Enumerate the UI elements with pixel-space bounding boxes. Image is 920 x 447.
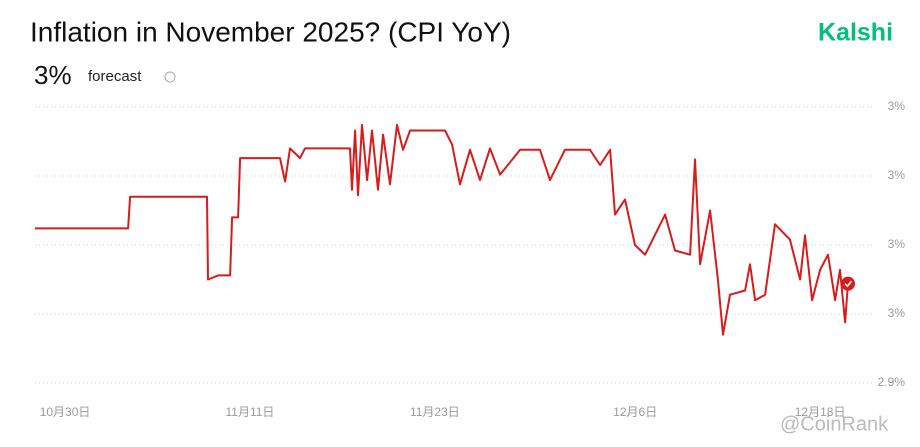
end-check [844, 280, 853, 288]
x-tick-label: 12月18日 [795, 405, 846, 419]
brand: Kalshi [818, 19, 893, 47]
info-icon [164, 71, 176, 83]
chart-title: Inflation in November 2025? (CPI YoY) [30, 16, 511, 47]
end-marker [841, 276, 855, 291]
y-tick-label: 3% [888, 168, 906, 182]
y-tick-label: 3% [888, 306, 906, 320]
x-tick-label: 11月11日 [226, 405, 275, 419]
headline: 3% [34, 60, 72, 90]
headline-note: forecast [88, 68, 142, 85]
x-tick-label: 12月6日 [613, 405, 657, 419]
watermark: @CoinRank [780, 413, 889, 435]
y-tick-label: 2.9% [878, 375, 906, 389]
series-line [35, 123, 849, 336]
y-tick-label: 3% [888, 99, 906, 113]
y-tick-label: 3% [888, 237, 906, 251]
x-tick-label: 10月30日 [40, 405, 91, 419]
x-tick-label: 11月23日 [410, 405, 460, 419]
